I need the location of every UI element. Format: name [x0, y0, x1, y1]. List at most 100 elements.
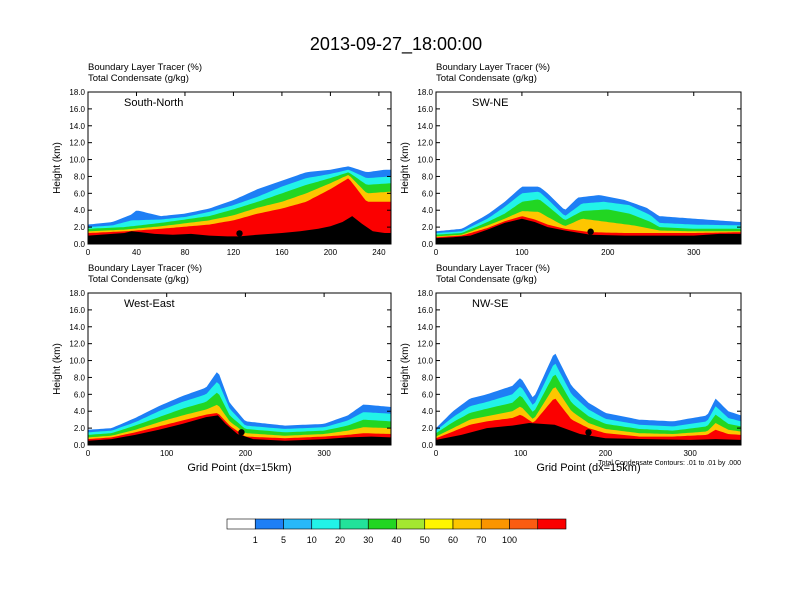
panel-nw-se: 0.0 2.0 4.0 6.0 8.0 10.0 12.0 14.0 16.0 18.0 0 100 2… [400, 263, 742, 474]
figure-title: 2013-09-27_18:00:00 [310, 34, 482, 55]
y-tick-label: 14.0 [417, 122, 433, 131]
y-tick-label: 4.0 [422, 206, 434, 215]
y-tick-label: 2.0 [74, 223, 86, 232]
x-tick-label: 100 [160, 449, 174, 458]
x-tick-label: 300 [317, 449, 331, 458]
panel-caption-line-2: Total Condensate (g/kg) [88, 73, 189, 84]
x-tick-label: 0 [434, 449, 439, 458]
location-marker [236, 230, 243, 237]
y-tick-label: 0.0 [422, 240, 434, 249]
y-tick-label: 8.0 [74, 373, 86, 382]
y-tick-label: 18.0 [69, 88, 85, 97]
x-tick-label: 300 [683, 449, 697, 458]
y-tick-label: 18.0 [69, 289, 85, 298]
plot-area [88, 372, 391, 445]
panel-west-east: 0.0 2.0 4.0 6.0 8.0 10.0 12.0 14.0 16.0 18.0 0 100 2… [52, 263, 392, 474]
y-tick-label: 18.0 [417, 88, 433, 97]
y-tick-label: 14.0 [417, 323, 433, 332]
y-tick-label: 16.0 [417, 105, 433, 114]
panel-label: NW-SE [472, 298, 508, 310]
plot-frame [87, 91, 392, 245]
x-tick-label: 200 [601, 248, 615, 257]
x-tick-label: 40 [132, 248, 141, 257]
colorbar-swatch [480, 518, 510, 530]
colorbar-label: 100 [502, 535, 517, 545]
colorbar-swatch [509, 518, 539, 530]
y-tick-label: 0.0 [74, 441, 86, 450]
x-tick-label: 300 [687, 248, 701, 257]
x-tick-label: 0 [434, 248, 439, 257]
x-tick-label: 100 [515, 248, 529, 257]
panel-caption-line-2: Total Condensate (g/kg) [436, 73, 537, 84]
y-tick-label: 8.0 [422, 172, 434, 181]
y-axis-label: Height (km) [400, 142, 411, 194]
colorbar-swatch [311, 518, 341, 530]
y-tick-label: 10.0 [69, 156, 85, 165]
y-tick-label: 2.0 [74, 424, 86, 433]
panel-label: South-North [124, 97, 183, 109]
y-tick-label: 16.0 [69, 306, 85, 315]
plot-area [436, 186, 741, 244]
panel-caption-line-2: Total Condensate (g/kg) [88, 274, 189, 285]
colorbar-label: 60 [448, 535, 458, 545]
y-tick-label: 8.0 [74, 172, 86, 181]
y-tick-label: 8.0 [422, 373, 434, 382]
panel-label: SW-NE [472, 97, 508, 109]
plot-frame [435, 292, 742, 446]
colorbar-swatch [424, 518, 454, 530]
y-axis-label: Height (km) [400, 343, 411, 395]
y-tick-label: 12.0 [417, 139, 433, 148]
colorbar-swatch [283, 518, 313, 530]
y-tick-label: 16.0 [69, 105, 85, 114]
colorbar-swatch [396, 518, 426, 530]
colorbar-label: 5 [281, 535, 286, 545]
plot-frame [435, 91, 742, 245]
panel-south-north: 0.0 2.0 4.0 6.0 8.0 10.0 12.0 14.0 16.0 18.0 0 40 80… [52, 62, 392, 257]
location-marker [587, 228, 594, 235]
terrain [436, 423, 741, 445]
x-tick-label: 200 [239, 449, 253, 458]
y-axis-label: Height (km) [52, 142, 63, 194]
y-tick-label: 12.0 [417, 340, 433, 349]
colorbar-label: 50 [420, 535, 430, 545]
colorbar-swatch [367, 518, 397, 530]
colorbar-swatch [537, 518, 567, 530]
terrain [88, 415, 391, 445]
y-tick-label: 6.0 [74, 189, 86, 198]
y-tick-label: 10.0 [417, 357, 433, 366]
x-tick-label: 200 [599, 449, 613, 458]
tracer-area-100pct [88, 178, 391, 244]
plot-area [88, 166, 391, 244]
colorbar-label: 30 [363, 535, 373, 545]
x-axis-label: Grid Point (dx=15km) [187, 462, 291, 474]
y-tick-label: 6.0 [422, 390, 434, 399]
colorbar-swatch [226, 518, 256, 530]
panel-caption-line-1: Boundary Layer Tracer (%) [436, 263, 550, 274]
footnote: Total Condensate Contours: .01 to .01 by… [598, 460, 741, 467]
colorbar-label: 10 [307, 535, 317, 545]
x-tick-label: 0 [86, 248, 91, 257]
plot-area [436, 353, 741, 445]
y-tick-label: 12.0 [69, 139, 85, 148]
y-tick-label: 16.0 [417, 306, 433, 315]
y-tick-label: 2.0 [422, 424, 434, 433]
plot-frame [87, 292, 392, 446]
colorbar-label: 70 [476, 535, 486, 545]
x-tick-label: 120 [227, 248, 241, 257]
x-tick-label: 200 [324, 248, 338, 257]
x-axis-label: Grid Point (dx=15km) [536, 462, 640, 474]
y-tick-label: 4.0 [74, 206, 86, 215]
x-tick-label: 0 [86, 449, 91, 458]
y-tick-label: 0.0 [422, 441, 434, 450]
colorbar: 1 5 10 20 30 40 50 60 70 100 [226, 518, 567, 545]
colorbar-swatch [452, 518, 482, 530]
y-tick-label: 14.0 [69, 122, 85, 131]
panel-caption-line-1: Boundary Layer Tracer (%) [88, 263, 202, 274]
x-tick-label: 240 [372, 248, 386, 257]
x-tick-label: 100 [514, 449, 528, 458]
colorbar-swatch [254, 518, 284, 530]
y-tick-label: 6.0 [422, 189, 434, 198]
y-tick-label: 2.0 [422, 223, 434, 232]
colorbar-label: 1 [253, 535, 258, 545]
